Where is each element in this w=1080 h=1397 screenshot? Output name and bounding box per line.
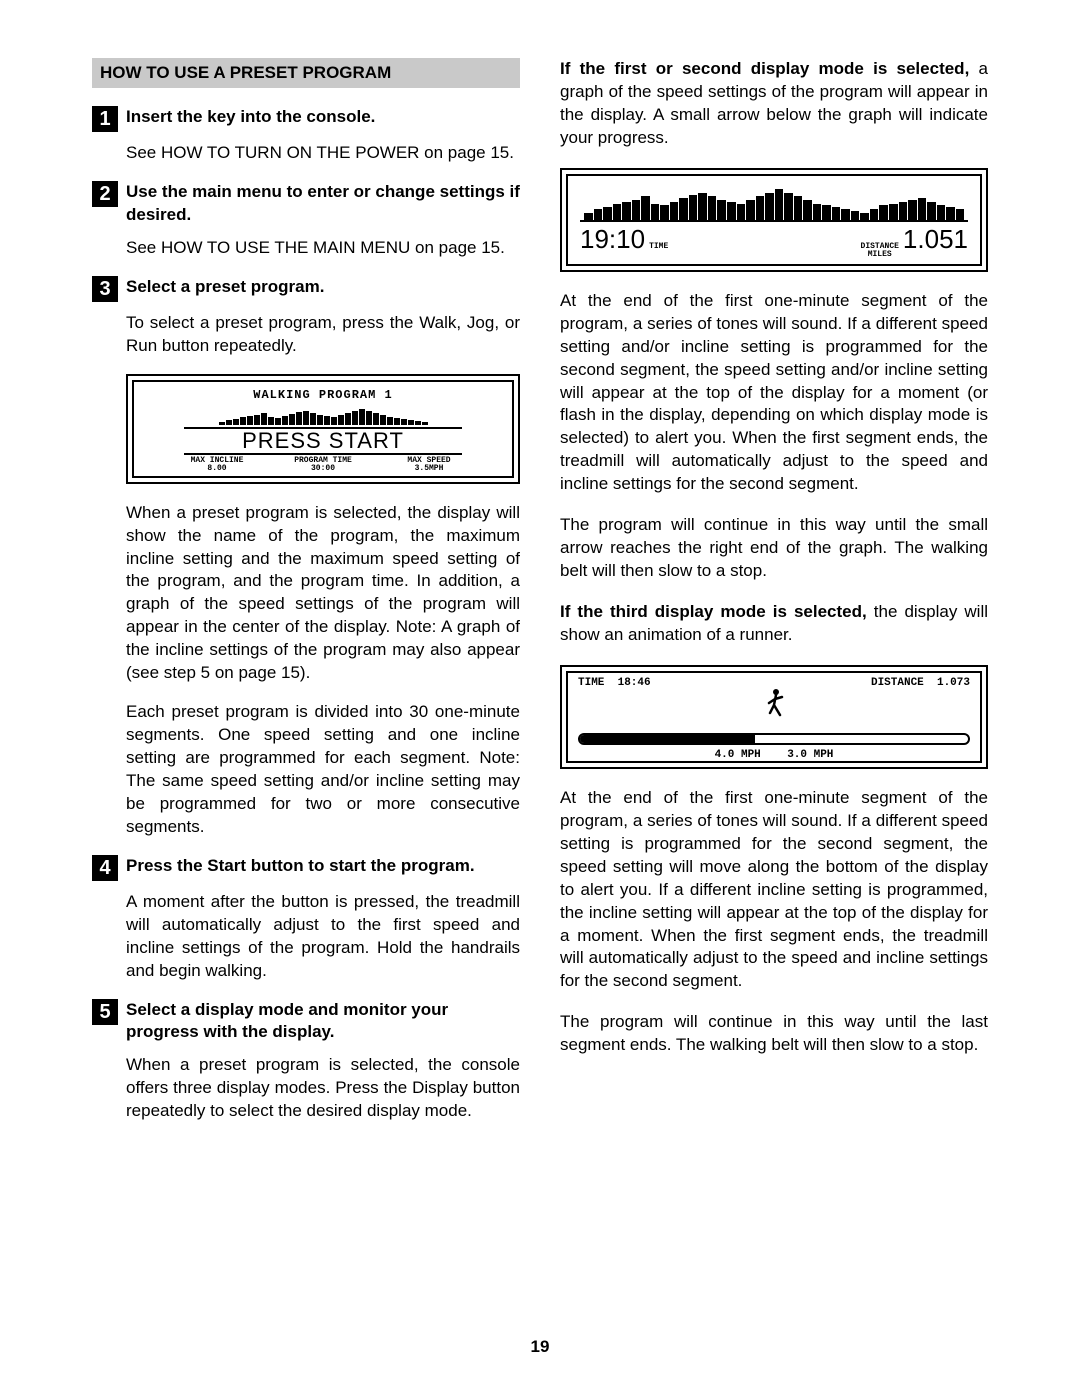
step-1: 1 Insert the key into the console.	[92, 106, 520, 132]
lcd3-speed-2: 3.0 MPH	[787, 749, 833, 761]
lcd-display-runner: TIME 18:46 DISTANCE 1.073	[560, 665, 988, 769]
step-3-body-3: Each preset program is divided into 30 o…	[126, 701, 520, 839]
lcd1-max-incline-label: MAX INCLINE	[191, 456, 244, 465]
step-2-content: Use the main menu to enter or change set…	[126, 181, 520, 227]
lcd3-inner: TIME 18:46 DISTANCE 1.073	[566, 671, 982, 763]
lcd2-time-group: 19:10 TIME	[580, 226, 668, 252]
right-p1-bold: If the first or second display mode is s…	[560, 59, 969, 78]
left-column: HOW TO USE A PRESET PROGRAM 1 Insert the…	[92, 58, 520, 1139]
step-1-content: Insert the key into the console.	[126, 106, 520, 129]
right-column: If the first or second display mode is s…	[560, 58, 988, 1139]
step-number-4: 4	[92, 855, 118, 881]
step-2-body: See HOW TO USE THE MAIN MENU on page 15.	[126, 237, 520, 260]
lcd1-inner: WALKING PROGRAM 1 PRESS START MAX INCLIN…	[132, 380, 514, 478]
lcd1-max-incline: MAX INCLINE 8.00	[164, 457, 270, 475]
lcd1-max-incline-value: 8.00	[207, 464, 226, 473]
lcd1-max-speed-label: MAX SPEED	[407, 456, 450, 465]
step-1-body: See HOW TO TURN ON THE POWER on page 15.	[126, 142, 520, 165]
step-4-body: A moment after the button is pressed, th…	[126, 891, 520, 983]
step-number-3: 3	[92, 276, 118, 302]
lcd3-progress-track	[578, 733, 970, 745]
right-p5: At the end of the first one-minute segme…	[560, 787, 988, 993]
step-3: 3 Select a preset program.	[92, 276, 520, 302]
lcd1-program-title: WALKING PROGRAM 1	[144, 388, 502, 402]
lcd2-readout-row: 19:10 TIME DISTANCE MILES 1.051	[580, 226, 968, 259]
step-1-title: Insert the key into the console.	[126, 106, 520, 129]
step-2: 2 Use the main menu to enter or change s…	[92, 181, 520, 227]
lcd3-speed-1: 4.0 MPH	[715, 749, 761, 761]
lcd3-distance: DISTANCE 1.073	[871, 677, 970, 689]
lcd1-program-time-label: PROGRAM TIME	[294, 456, 352, 465]
lcd3-time-value: 18:46	[618, 677, 651, 689]
right-p4-bold: If the third display mode is selected,	[560, 602, 867, 621]
step-number-1: 1	[92, 106, 118, 132]
lcd2-inner: 19:10 TIME DISTANCE MILES 1.051	[566, 174, 982, 266]
runner-icon	[762, 687, 786, 732]
lcd3-time: TIME 18:46	[578, 677, 651, 689]
lcd2-distance-group: DISTANCE MILES 1.051	[861, 226, 968, 259]
right-p2: At the end of the first one-minute segme…	[560, 290, 988, 496]
lcd2-bar-graph	[580, 186, 968, 222]
page: HOW TO USE A PRESET PROGRAM 1 Insert the…	[0, 0, 1080, 1397]
right-p6: The program will continue in this way un…	[560, 1011, 988, 1057]
lcd1-program-time: PROGRAM TIME 30:00	[270, 457, 376, 475]
step-5-body: When a preset program is selected, the c…	[126, 1054, 520, 1123]
right-p1: If the first or second display mode is s…	[560, 58, 988, 150]
step-4-title: Press the Start button to start the prog…	[126, 855, 520, 878]
section-header: HOW TO USE A PRESET PROGRAM	[92, 58, 520, 88]
step-4: 4 Press the Start button to start the pr…	[92, 855, 520, 881]
lcd1-max-speed-value: 3.5MPH	[415, 464, 444, 473]
lcd2-distance-label: DISTANCE MILES	[861, 243, 899, 259]
lcd-display-time-distance: 19:10 TIME DISTANCE MILES 1.051	[560, 168, 988, 272]
step-number-5: 5	[92, 999, 118, 1025]
step-3-content: Select a preset program.	[126, 276, 520, 299]
lcd1-press-start: PRESS START	[184, 427, 462, 455]
two-column-layout: HOW TO USE A PRESET PROGRAM 1 Insert the…	[92, 58, 988, 1139]
step-number-2: 2	[92, 181, 118, 207]
lcd2-time-label: TIME	[649, 243, 668, 251]
lcd1-program-time-value: 30:00	[311, 464, 335, 473]
step-5: 5 Select a display mode and monitor your…	[92, 999, 520, 1045]
lcd3-time-label: TIME	[578, 677, 604, 689]
step-3-body-2: When a preset program is selected, the d…	[126, 502, 520, 686]
lcd2-distance-value: 1.051	[903, 226, 968, 252]
lcd3-distance-label: DISTANCE	[871, 677, 924, 689]
step-4-content: Press the Start button to start the prog…	[126, 855, 520, 878]
lcd3-distance-value: 1.073	[937, 677, 970, 689]
lcd1-bar-graph	[144, 405, 502, 425]
step-3-body-1: To select a preset program, press the Wa…	[126, 312, 520, 358]
lcd-display-press-start: WALKING PROGRAM 1 PRESS START MAX INCLIN…	[126, 374, 520, 484]
right-p3: The program will continue in this way un…	[560, 514, 988, 583]
step-5-title: Select a display mode and monitor your p…	[126, 999, 520, 1045]
lcd3-progress-fill	[580, 735, 755, 743]
lcd1-stats-row: MAX INCLINE 8.00 PROGRAM TIME 30:00 MAX …	[164, 457, 482, 475]
lcd3-speed-row: 4.0 MPH 3.0 MPH	[568, 749, 980, 761]
lcd1-max-speed: MAX SPEED 3.5MPH	[376, 457, 482, 475]
step-5-content: Select a display mode and monitor your p…	[126, 999, 520, 1045]
lcd2-time-value: 19:10	[580, 226, 645, 252]
right-p4: If the third display mode is selected, t…	[560, 601, 988, 647]
lcd2-distance-label-sub: MILES	[868, 250, 892, 259]
page-number: 19	[0, 1337, 1080, 1357]
step-2-title: Use the main menu to enter or change set…	[126, 181, 520, 227]
step-3-title: Select a preset program.	[126, 276, 520, 299]
